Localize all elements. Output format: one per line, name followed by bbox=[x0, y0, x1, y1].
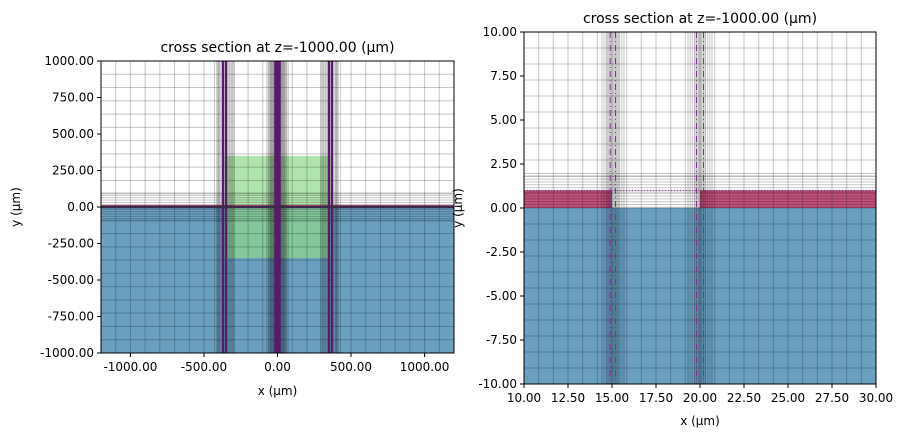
y-tick-label: 500.00 bbox=[52, 127, 94, 141]
y-tick-label: 2.50 bbox=[490, 157, 517, 171]
x-tick-label: -1000.00 bbox=[103, 360, 157, 374]
y-tick-label: -1000.00 bbox=[40, 346, 94, 360]
x-tick-label: 25.00 bbox=[771, 391, 805, 405]
plot-area bbox=[524, 32, 876, 384]
y-tick-label: 7.50 bbox=[490, 69, 517, 83]
x-tick-label: 20.00 bbox=[683, 391, 717, 405]
x-tick-label: 500.00 bbox=[330, 360, 372, 374]
x-tick-label: 30.00 bbox=[859, 391, 893, 405]
x-tick-label: 15.00 bbox=[595, 391, 629, 405]
chart-title: cross section at z=-1000.00 (μm) bbox=[583, 11, 817, 27]
x-tick-label: 17.50 bbox=[639, 391, 673, 405]
x-axis-label: x (μm) bbox=[258, 384, 298, 398]
chart-title: cross section at z=-1000.00 (μm) bbox=[160, 40, 394, 56]
x-tick-label: 10.00 bbox=[507, 391, 541, 405]
y-tick-label: 250.00 bbox=[52, 164, 94, 178]
left-panel: -1000.00 -500.00 0.00 500.00 1000.00 1000.00 7… bbox=[9, 40, 455, 398]
x-axis-label: x (μm) bbox=[680, 414, 720, 428]
region-film-right bbox=[700, 190, 876, 208]
y-tick-label: -250.00 bbox=[48, 237, 94, 251]
y-tick-label: 750.00 bbox=[52, 91, 94, 105]
x-tick-label: -500.00 bbox=[181, 360, 227, 374]
y-tick-label: 0.00 bbox=[67, 200, 94, 214]
y-tick-label: 1000.00 bbox=[44, 54, 94, 68]
region-substrate bbox=[524, 208, 876, 384]
x-tick-label: 12.50 bbox=[551, 391, 585, 405]
x-tick-label: 1000.00 bbox=[400, 360, 450, 374]
y-tick-label: 10.00 bbox=[483, 25, 517, 39]
y-tick-label: -7.50 bbox=[486, 333, 517, 347]
y-tick-label: -5.00 bbox=[486, 289, 517, 303]
region-film-left bbox=[524, 190, 612, 208]
x-tick-label: 0.00 bbox=[264, 360, 291, 374]
y-tick-label: 5.00 bbox=[490, 113, 517, 127]
plot-area bbox=[101, 61, 454, 353]
x-tick-label: 27.50 bbox=[815, 391, 849, 405]
y-tick-label: 0.00 bbox=[490, 201, 517, 215]
y-axis-label: y (μm) bbox=[451, 188, 465, 228]
x-tick-label: 22.50 bbox=[727, 391, 761, 405]
y-axis-label: y (μm) bbox=[9, 187, 23, 227]
y-tick-label: -10.00 bbox=[478, 377, 517, 391]
y-tick-label: -750.00 bbox=[48, 310, 94, 324]
right-panel: 10.00 12.50 15.00 17.50 20.00 22.50 25.00 27.50… bbox=[451, 11, 893, 428]
y-tick-label: -2.50 bbox=[486, 245, 517, 259]
y-tick-label: -500.00 bbox=[48, 273, 94, 287]
